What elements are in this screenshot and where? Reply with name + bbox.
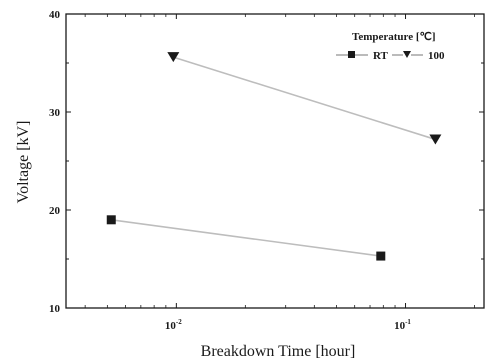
legend-title: Temperature [℃] — [352, 31, 436, 43]
legend-100-marker — [403, 51, 411, 58]
y-axis-title: Voltage [kV] — [15, 121, 32, 204]
series-1-point — [167, 52, 180, 63]
series-0-point — [106, 215, 116, 225]
series-markers — [106, 52, 442, 261]
legend: Temperature [℃] RT 100 — [336, 31, 445, 62]
series-1-line — [173, 56, 436, 141]
x-tick-label: 10-1 — [394, 318, 411, 332]
legend-rt-marker — [348, 51, 355, 58]
legend-100-label: 100 — [428, 50, 445, 62]
legend-rt-label: RT — [373, 50, 389, 62]
series-0-point — [376, 251, 386, 261]
ticks: 10 20 30 40 10-2 10-1 — [49, 9, 484, 332]
y-tick-label: 40 — [49, 9, 61, 21]
y-tick-label: 30 — [49, 107, 61, 119]
y-tick-label: 20 — [49, 205, 61, 217]
plot-frame — [65, 13, 485, 309]
x-tick-label: 10-2 — [165, 318, 182, 332]
x-axis-title: Breakdown Time [hour] — [201, 343, 356, 360]
series-1-point — [429, 134, 442, 145]
y-tick-label: 10 — [49, 303, 61, 315]
series-lines — [111, 56, 436, 257]
series-0-line — [111, 219, 381, 257]
